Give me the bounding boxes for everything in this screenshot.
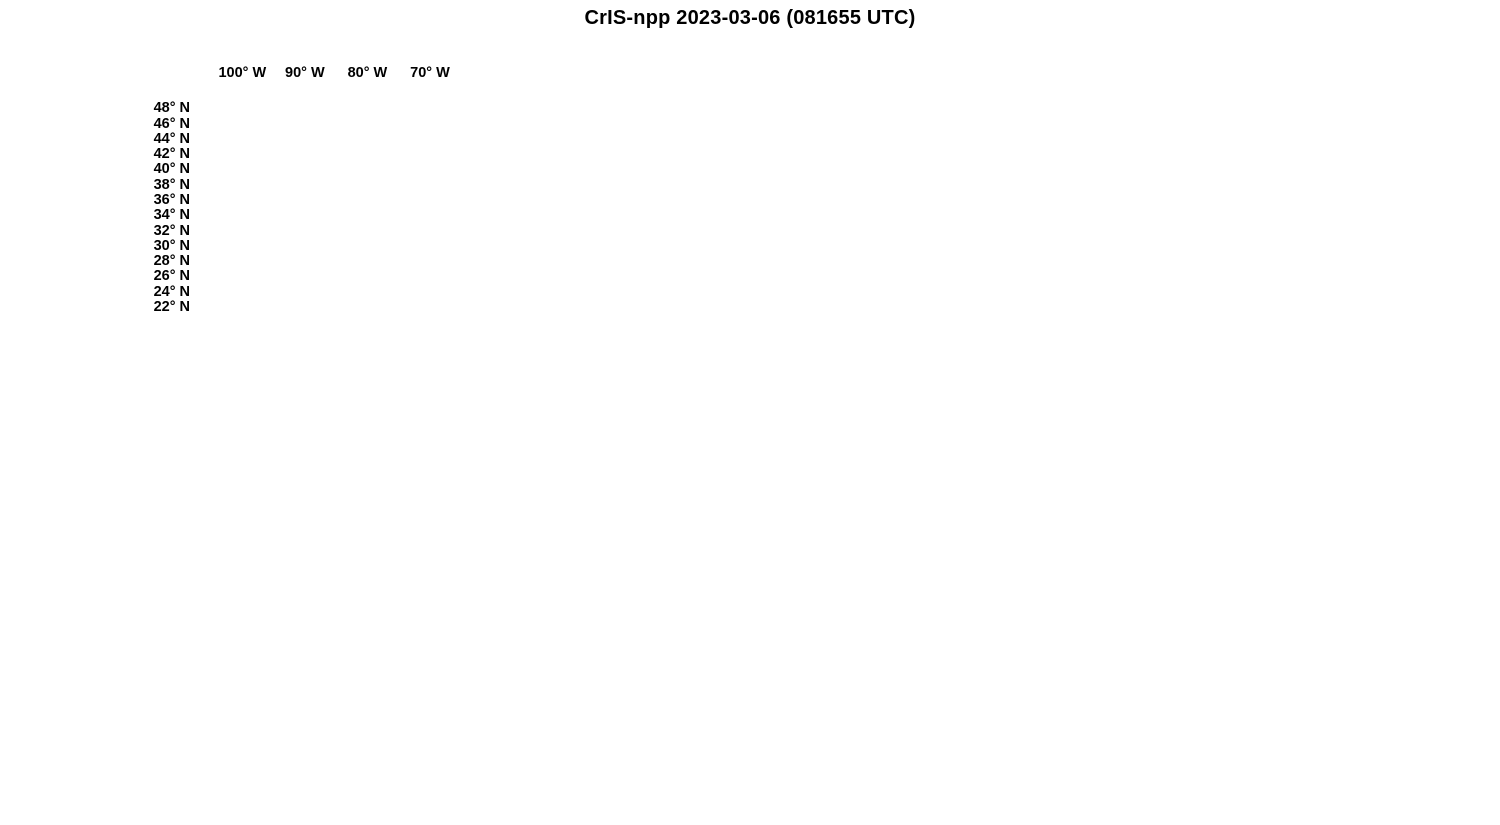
lat-axis-label: 40° N <box>153 161 190 178</box>
lon-axis-label: 80° W <box>347 65 388 81</box>
lat-axis-label: 36° N <box>153 191 190 208</box>
lat-axis-label: 22° N <box>153 298 190 315</box>
lon-axis-label: 90° W <box>285 65 325 81</box>
panel-sat-plus-rap-850: 100° W 90° W 80° W 70° W 48° N 46° N 44° N 42° … <box>126 56 546 361</box>
lon-axis-label: 100° W <box>218 65 267 81</box>
lon-axis-label: 70° W <box>410 65 450 81</box>
lat-axis-label: 38° N <box>153 176 190 193</box>
lat-axis-label: 34° N <box>153 207 190 224</box>
lat-axis-label: 30° N <box>153 237 190 254</box>
lat-axis-label: 28° N <box>153 253 190 270</box>
lat-axis-label: 42° N <box>153 146 190 163</box>
figure-title: CrIS-npp 2023-03-06 (081655 UTC) <box>584 7 916 29</box>
lat-axis-label: 48° N <box>153 100 190 117</box>
lat-axis-label: 46° N <box>153 115 190 132</box>
lat-axis-label: 32° N <box>153 222 190 239</box>
lat-axis-label: 26° N <box>153 268 190 285</box>
lat-axis-label: 44° N <box>153 130 190 147</box>
lat-axis-label: 24° N <box>153 283 190 300</box>
